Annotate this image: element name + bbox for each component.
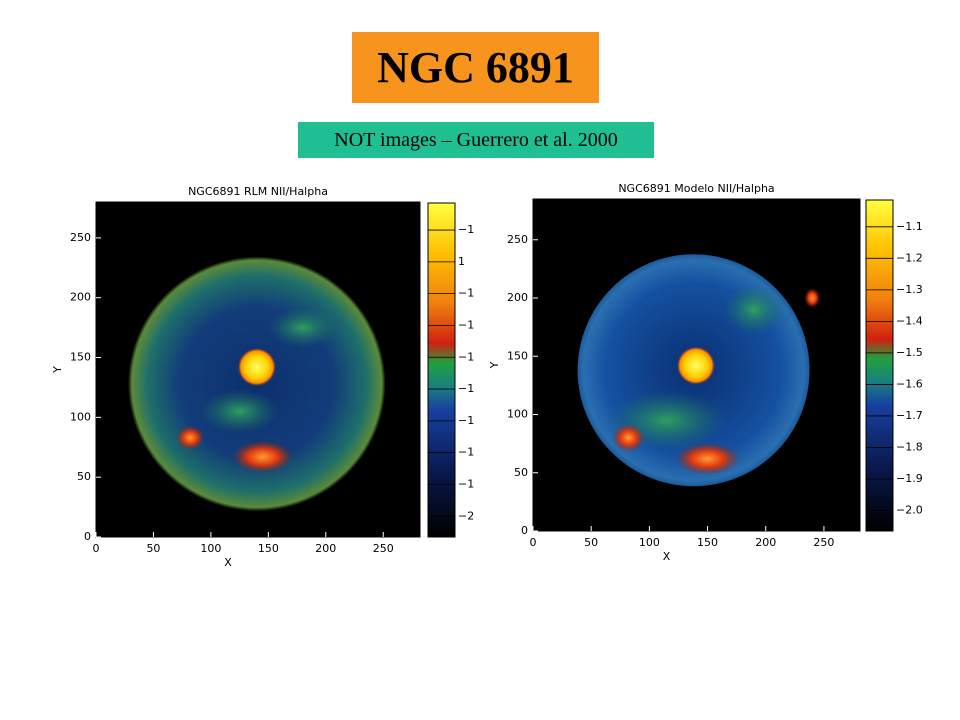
colorbar-label: −1.3: [896, 283, 923, 296]
y-tick-label: 100: [70, 410, 91, 423]
y-tick-label: 50: [77, 470, 91, 483]
colorbar-label: −1.2: [896, 251, 923, 264]
y-tick-label: 200: [70, 291, 91, 304]
x-axis-label: X: [224, 556, 232, 569]
y-tick-label: 250: [507, 233, 528, 246]
colorbar: [427, 202, 456, 538]
axes-box: [95, 201, 421, 538]
colorbar-label: −1.1: [896, 220, 923, 233]
colorbar-label: −1.5: [896, 346, 923, 359]
x-tick-label: 200: [315, 542, 336, 555]
y-tick-label: 50: [514, 466, 528, 479]
colorbar-label: −1.4: [896, 314, 923, 327]
y-tick-label: 200: [507, 291, 528, 304]
colorbar-label: −1: [458, 318, 474, 331]
colorbar: [865, 199, 894, 532]
hot-region: [232, 440, 293, 473]
x-tick-label: 200: [755, 536, 776, 549]
y-tick-label: 100: [507, 408, 528, 421]
nebula-core: [676, 346, 715, 385]
panel-title: NGC6891 RLM NII/Halpha: [188, 185, 328, 198]
colorbar-label: −2: [458, 509, 474, 522]
hot-region: [612, 423, 645, 452]
x-tick-label: 250: [813, 536, 834, 549]
colorbar-label: −1: [458, 446, 474, 459]
nebula-core: [237, 348, 276, 387]
y-axis-label: Y: [488, 361, 501, 369]
colorbar-label: −2.0: [896, 504, 923, 517]
x-tick-label: 100: [200, 542, 221, 555]
colorbar-label: −1: [458, 287, 474, 300]
y-tick-label: 250: [70, 231, 91, 244]
colorbar-label: −1: [458, 382, 474, 395]
panel-title: NGC6891 Modelo NII/Halpha: [618, 182, 774, 195]
x-tick-label: 250: [373, 542, 394, 555]
axes-box: [532, 198, 861, 532]
y-tick-label: 0: [521, 524, 528, 537]
colorbar-label: −1: [458, 414, 474, 427]
colorbar-label: −1.6: [896, 377, 923, 390]
colorbar-label: 1: [458, 255, 465, 268]
hot-region: [176, 425, 205, 450]
x-tick-label: 50: [146, 542, 160, 555]
x-tick-label: 50: [584, 536, 598, 549]
x-tick-label: 100: [639, 536, 660, 549]
colorbar-label: −1: [458, 478, 474, 491]
nebula-band: [199, 389, 280, 434]
x-tick-label: 0: [93, 542, 100, 555]
colorbar-label: −1.8: [896, 440, 923, 453]
y-tick-label: 150: [70, 351, 91, 364]
colorbar-label: −1.9: [896, 472, 923, 485]
y-tick-label: 0: [84, 530, 91, 543]
colorbar-label: −1: [458, 223, 474, 236]
colorbar-label: −1.7: [896, 409, 923, 422]
hot-region: [804, 288, 821, 309]
x-tick-label: 150: [258, 542, 279, 555]
x-tick-label: 150: [697, 536, 718, 549]
colorbar-label: −1: [458, 350, 474, 363]
x-tick-label: 0: [530, 536, 537, 549]
y-tick-label: 150: [507, 349, 528, 362]
nebula-band: [724, 284, 785, 335]
hot-region: [675, 442, 740, 475]
nebula-band: [267, 307, 338, 348]
slide-title: NGC 6891: [352, 32, 599, 103]
y-axis-label: Y: [51, 366, 64, 374]
slide-subtitle: NOT images – Guerrero et al. 2000: [298, 122, 654, 158]
x-axis-label: X: [663, 550, 671, 563]
